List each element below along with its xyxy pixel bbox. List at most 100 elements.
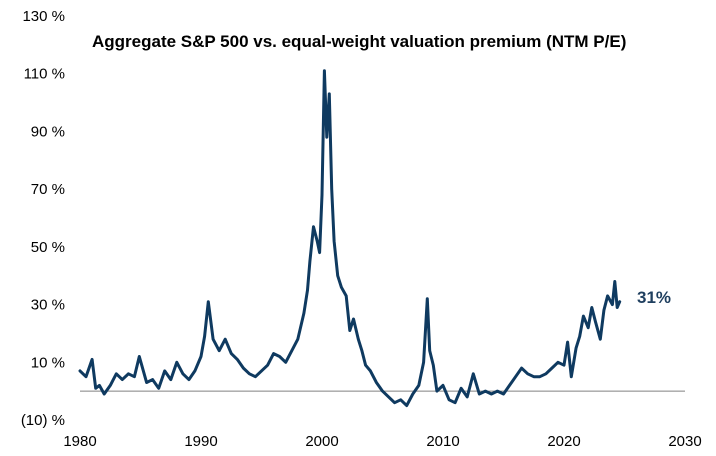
x-tick-label: 2000 — [305, 433, 338, 450]
data-point — [357, 338, 360, 341]
x-tick-label: 1990 — [184, 433, 217, 450]
data-point — [297, 338, 299, 341]
data-point — [218, 349, 220, 352]
data-point — [127, 373, 130, 375]
data-point — [330, 188, 333, 190]
y-tick-label: 50 % — [31, 239, 65, 256]
data-point — [393, 401, 396, 404]
data-point — [272, 352, 275, 355]
data-point — [533, 375, 535, 378]
data-point — [426, 298, 429, 300]
data-point — [79, 370, 81, 372]
data-point — [163, 370, 166, 372]
data-point — [594, 321, 597, 323]
y-tick-label: (10) % — [21, 412, 65, 429]
data-point — [399, 399, 402, 401]
data-point — [121, 378, 124, 381]
data-point — [375, 381, 378, 384]
data-point — [428, 349, 431, 352]
data-point — [340, 286, 343, 289]
data-point — [611, 303, 614, 306]
data-point — [460, 387, 462, 390]
data-point — [448, 399, 450, 401]
data-point — [85, 375, 87, 378]
data-point — [566, 341, 569, 343]
data-point — [242, 367, 245, 369]
data-point — [309, 260, 311, 263]
data-point — [260, 370, 263, 372]
x-tick-label: 2010 — [426, 433, 459, 450]
data-point — [442, 384, 444, 387]
data-point — [484, 390, 487, 392]
data-point — [599, 338, 602, 341]
data-point — [291, 349, 293, 352]
data-point — [115, 373, 118, 375]
data-point — [526, 373, 529, 375]
data-point — [387, 396, 390, 398]
data-point — [478, 393, 481, 395]
data-point — [230, 352, 233, 355]
data-point — [591, 306, 593, 309]
data-point — [603, 309, 605, 312]
data-point — [616, 306, 618, 309]
data-point — [508, 384, 511, 387]
data-point — [182, 373, 184, 375]
data-point — [224, 338, 226, 341]
chart-title: Aggregate S&P 500 vs. equal-weight valua… — [92, 32, 626, 51]
data-point — [133, 375, 136, 378]
data-point — [557, 361, 559, 364]
data-point — [170, 378, 172, 381]
x-tick-label: 1980 — [63, 433, 96, 450]
data-point — [207, 300, 210, 303]
y-tick-label: 10 % — [31, 354, 65, 371]
y-tick-label: 30 % — [31, 297, 65, 314]
data-point — [194, 370, 196, 372]
data-point — [145, 381, 148, 384]
data-point — [472, 373, 475, 375]
data-point — [200, 355, 202, 358]
data-point — [316, 240, 319, 242]
series-layer — [78, 69, 622, 408]
data-point — [364, 364, 367, 367]
data-point — [212, 338, 214, 341]
data-point — [520, 367, 523, 369]
data-point — [284, 361, 287, 364]
data-point — [138, 355, 141, 358]
data-point — [514, 375, 517, 378]
data-point — [466, 396, 469, 398]
data-point — [312, 225, 315, 228]
data-point — [412, 393, 414, 395]
data-point — [157, 387, 160, 390]
data-point — [336, 274, 339, 277]
data-point — [303, 312, 305, 315]
data-point — [432, 364, 435, 367]
y-tick-label: 70 % — [31, 181, 65, 198]
data-point — [321, 194, 323, 196]
data-point — [352, 318, 355, 320]
data-point — [248, 373, 251, 375]
data-point — [587, 326, 589, 329]
data-point — [422, 361, 425, 364]
data-point — [578, 335, 581, 338]
data-point — [496, 390, 499, 392]
data-point — [614, 280, 616, 283]
data-point — [490, 393, 493, 395]
data-point — [188, 378, 190, 381]
data-point — [361, 349, 363, 352]
data-point — [266, 364, 269, 367]
end-value-label: 31% — [637, 288, 671, 307]
data-point — [236, 358, 239, 361]
data-point — [318, 251, 321, 254]
data-point — [94, 387, 97, 390]
data-point — [333, 240, 335, 242]
data-point — [606, 295, 609, 297]
data-point — [254, 375, 257, 378]
data-point — [575, 347, 577, 349]
data-point — [328, 93, 331, 95]
data-point — [103, 393, 105, 395]
data-point — [345, 295, 348, 297]
data-point — [618, 300, 621, 303]
data-point — [582, 315, 585, 317]
